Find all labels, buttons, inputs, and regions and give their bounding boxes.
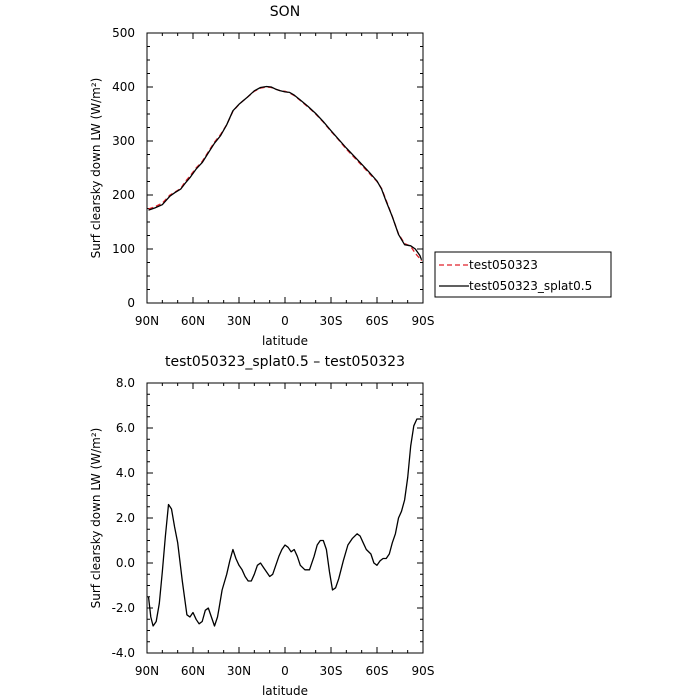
y-tick-label: 0 (127, 296, 135, 310)
y-axis-label: Surf clearsky down LW (W/m²) (89, 428, 103, 609)
y-tick-label: 0.0 (116, 556, 135, 570)
legend: test050323 test050323_splat0.5 (434, 251, 612, 298)
x-tick-label: 90N (135, 664, 159, 678)
x-tick-label: 60N (181, 664, 205, 678)
series-line-test050323 (148, 86, 423, 262)
y-tick-label: 300 (112, 134, 135, 148)
y-tick-label: 400 (112, 80, 135, 94)
x-tick-label: 60S (366, 664, 389, 678)
plot-frame (146, 32, 424, 304)
y-tick-label: 8.0 (116, 376, 135, 390)
x-tick-label: 30N (227, 664, 251, 678)
x-tick-label: 90S (412, 664, 435, 678)
x-tick-label: 30N (227, 314, 251, 328)
x-tick-label: 0 (281, 314, 289, 328)
x-tick-label: 60S (366, 314, 389, 328)
x-tick-label: 30S (320, 314, 343, 328)
y-tick-label: -2.0 (112, 601, 135, 615)
x-tick-label: 60N (181, 314, 205, 328)
x-tick-label: 90N (135, 314, 159, 328)
y-tick-label: 4.0 (116, 466, 135, 480)
chart-title: test050323_splat0.5 – test050323 (165, 354, 405, 370)
x-tick-label: 0 (281, 664, 289, 678)
legend-label: test050323_splat0.5 (469, 279, 592, 293)
x-tick-label: 90S (412, 314, 435, 328)
y-tick-label: 200 (112, 188, 135, 202)
legend-box (434, 251, 612, 298)
y-tick-label: 2.0 (116, 511, 135, 525)
chart-panel-1: 90N 60N 30N 0 30S 60S 90S 0 100 200 300 400 500 SON la… (89, 4, 612, 348)
x-axis-label: latitude (262, 334, 308, 348)
chart-title: SON (270, 4, 300, 20)
chart-panel-2: 90N 60N 30N 0 30S 60S 90S -4.0 -2.0 0.0 2.0 4.0 6.0 8… (89, 354, 434, 698)
y-axis-label: Surf clearsky down LW (W/m²) (89, 78, 103, 259)
series-line-series-1 (147, 418, 422, 627)
y-tick-label: 6.0 (116, 421, 135, 435)
series-line-test050323_splat0.5 (148, 85, 423, 261)
legend-label: test050323 (469, 258, 538, 272)
y-tick-label: -4.0 (112, 646, 135, 660)
y-tick-label: 500 (112, 26, 135, 40)
x-tick-label: 30S (320, 664, 343, 678)
plot-frame (146, 382, 424, 654)
x-axis-label: latitude (262, 684, 308, 698)
y-tick-label: 100 (112, 242, 135, 256)
